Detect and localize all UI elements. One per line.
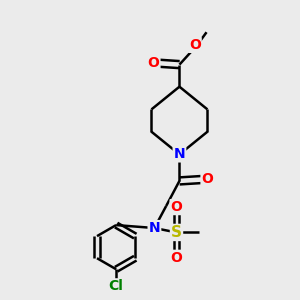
Text: Cl: Cl (109, 279, 124, 293)
Text: O: O (171, 200, 182, 214)
Text: O: O (148, 56, 160, 70)
Text: N: N (148, 221, 160, 235)
Text: S: S (171, 225, 182, 240)
Text: O: O (171, 251, 182, 265)
Text: O: O (189, 38, 201, 52)
Text: N: N (174, 147, 185, 161)
Text: O: O (202, 172, 213, 186)
